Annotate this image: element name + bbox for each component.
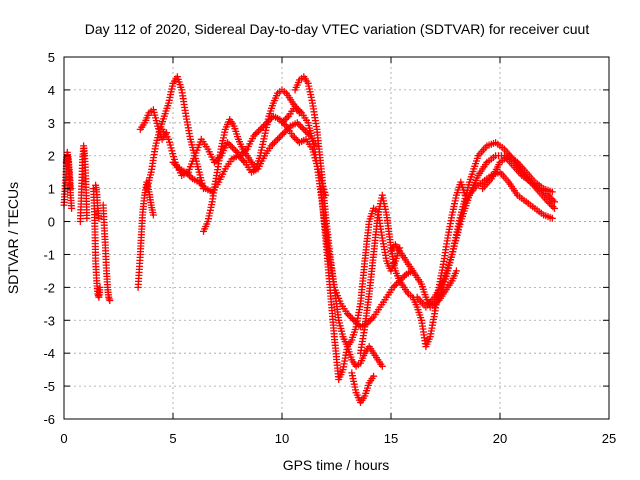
series-arc-l — [200, 86, 303, 235]
series-arc-c — [76, 142, 91, 225]
x-tick-label: 15 — [384, 431, 398, 446]
series-markers — [348, 369, 378, 406]
series-markers — [62, 148, 74, 193]
x-tick-label: 10 — [275, 431, 289, 446]
series-markers — [200, 86, 303, 235]
series-arc-i — [143, 73, 207, 193]
y-tick-label: -6 — [43, 412, 55, 427]
x-tick-label: 25 — [602, 431, 616, 446]
axis-ticks: 0 5 10 15 20 25 -6 -5 -4 -3 -2 -1 0 1 2 3 4 5 — [43, 50, 616, 446]
x-tick-label: 20 — [493, 431, 507, 446]
y-tick-label: -2 — [43, 280, 55, 295]
series-arc-p — [348, 369, 378, 406]
chart-title: Day 112 of 2020, Sidereal Day-to-day VTE… — [85, 21, 590, 37]
series-markers — [92, 181, 103, 222]
plot-frame — [63, 56, 610, 420]
series-markers — [317, 185, 404, 383]
y-tick-label: -5 — [43, 379, 55, 394]
series-arc-f — [99, 201, 114, 304]
x-tick-label: 5 — [169, 431, 176, 446]
y-tick-label: 3 — [48, 116, 55, 131]
data-points — [60, 73, 558, 406]
y-tick-label: 2 — [48, 149, 55, 164]
y-tick-label: -3 — [43, 313, 55, 328]
series-arc-v — [479, 152, 556, 196]
y-tick-label: 1 — [48, 182, 55, 197]
series-arc-o — [317, 185, 404, 383]
y-axis-label: SDTVAR / TECUs — [5, 182, 21, 294]
series-markers — [479, 152, 556, 196]
y-tick-label: -1 — [43, 247, 55, 262]
y-tick-label: 0 — [48, 215, 55, 230]
x-tick-label: 0 — [60, 431, 67, 446]
series-markers — [99, 201, 114, 304]
y-tick-label: 5 — [48, 50, 55, 65]
series-markers — [357, 178, 469, 357]
series-markers — [143, 73, 207, 193]
series-arc-b — [62, 148, 74, 193]
series-arc-e — [92, 181, 103, 222]
y-tick-label: 4 — [48, 83, 55, 98]
series-markers — [76, 142, 91, 225]
y-tick-label: -4 — [43, 346, 55, 361]
series-arc-q — [357, 178, 469, 357]
x-axis-label: GPS time / hours — [283, 457, 390, 473]
